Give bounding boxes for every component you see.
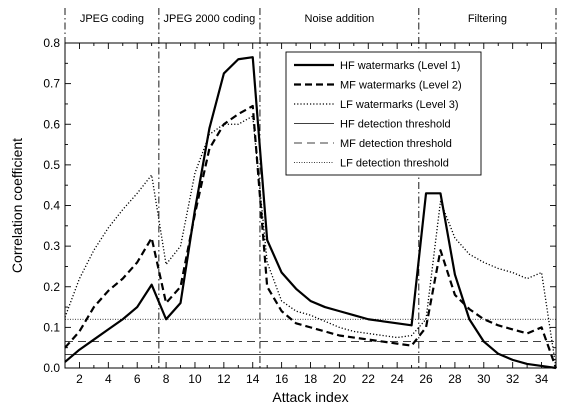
region-label: Filtering bbox=[468, 13, 507, 25]
region-label: JPEG 2000 coding bbox=[164, 13, 256, 25]
y-axis-title: Correlation coefficient bbox=[9, 138, 25, 273]
x-tick-label: 28 bbox=[448, 372, 462, 386]
series-line bbox=[64, 104, 558, 369]
y-tick-label: 0.5 bbox=[43, 158, 60, 172]
x-tick-label: 12 bbox=[217, 372, 231, 386]
x-tick-label: 26 bbox=[419, 372, 433, 386]
x-tick-label: 32 bbox=[506, 372, 520, 386]
y-tick-label: 0.2 bbox=[43, 280, 60, 294]
y-tick-label: 0.8 bbox=[43, 36, 60, 50]
legend: HF watermarks (Level 1) MF watermarks (Le… bbox=[285, 51, 482, 176]
y-tick-label: 0.7 bbox=[43, 77, 60, 91]
legend-label: MF detection threshold bbox=[340, 138, 452, 150]
x-axis: 2 4 6 8 10 12 14 16 18 20 22 24 26 28 30 32 34 bbox=[64, 43, 557, 386]
x-tick-label: 22 bbox=[362, 372, 376, 386]
x-tick-label: 10 bbox=[188, 372, 202, 386]
x-tick-label: 30 bbox=[477, 372, 491, 386]
x-tick-label: 16 bbox=[275, 372, 289, 386]
x-tick-label: 18 bbox=[304, 372, 318, 386]
series-line bbox=[64, 56, 557, 370]
legend-label: LF detection threshold bbox=[340, 158, 449, 170]
legend-label: HF watermarks (Level 1) bbox=[340, 60, 460, 72]
y-tick-label: 0.0 bbox=[43, 361, 60, 375]
legend-box bbox=[285, 51, 482, 176]
region-labels: JPEG coding JPEG 2000 coding Noise additio… bbox=[80, 13, 507, 25]
x-tick-label: 34 bbox=[535, 372, 549, 386]
series-line bbox=[64, 115, 557, 369]
x-tick-label: 24 bbox=[390, 372, 404, 386]
threshold-lines bbox=[65, 318, 556, 355]
y-tick-label: 0.4 bbox=[43, 199, 60, 213]
x-tick-label: 6 bbox=[134, 372, 141, 386]
x-tick-label: 2 bbox=[76, 372, 83, 386]
x-axis-title: Attack index bbox=[272, 389, 348, 405]
x-tick-label: 20 bbox=[333, 372, 347, 386]
region-label: Noise addition bbox=[305, 13, 375, 25]
x-tick-label: 4 bbox=[105, 372, 112, 386]
legend-label: LF watermarks (Level 3) bbox=[340, 99, 459, 111]
y-tick-label: 0.1 bbox=[43, 320, 60, 334]
y-axis: 0.0 0.1 0.2 0.3 0.4 0.5 0.6 0.7 0.8 bbox=[43, 36, 556, 375]
y-tick-label: 0.3 bbox=[43, 239, 60, 253]
region-label: JPEG coding bbox=[80, 13, 144, 25]
legend-label: MF watermarks (Level 2) bbox=[340, 80, 462, 92]
y-tick-label: 0.6 bbox=[43, 117, 60, 131]
x-tick-label: 14 bbox=[246, 372, 260, 386]
watermark-series bbox=[64, 56, 558, 370]
x-tick-label: 8 bbox=[163, 372, 170, 386]
legend-label: HF detection threshold bbox=[340, 119, 451, 131]
